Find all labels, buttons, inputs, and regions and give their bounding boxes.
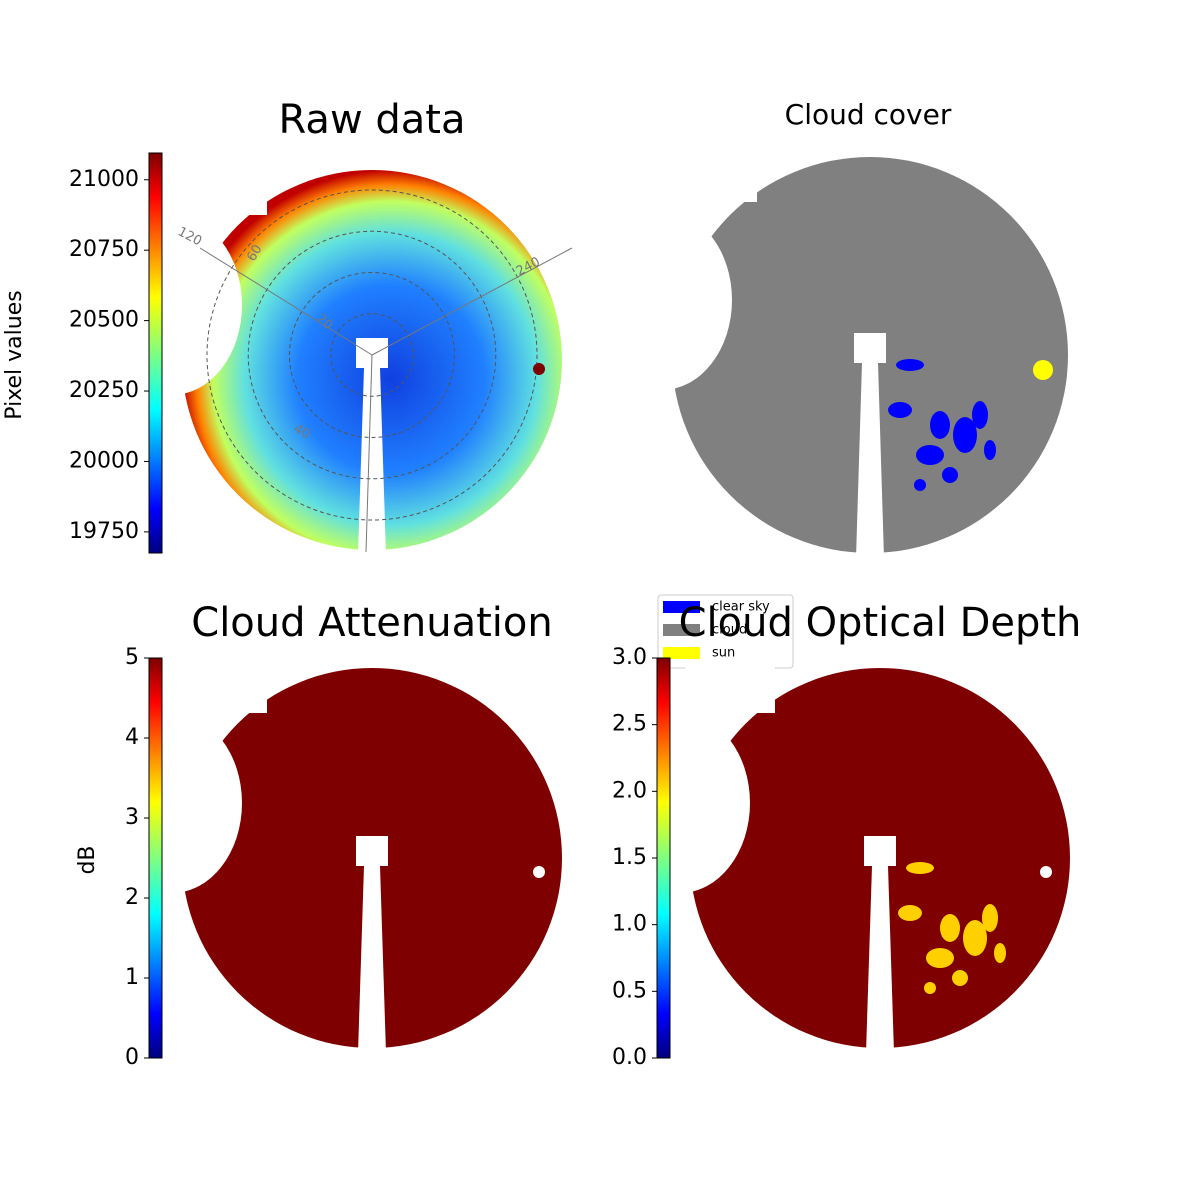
pole bbox=[856, 363, 884, 558]
legend-swatch bbox=[663, 624, 700, 636]
blob bbox=[916, 445, 944, 465]
mask-bite bbox=[592, 210, 732, 390]
polar-spoke bbox=[365, 354, 373, 553]
colorbar bbox=[656, 657, 671, 1059]
blob bbox=[952, 970, 968, 986]
sun bbox=[533, 866, 545, 878]
blob bbox=[940, 914, 960, 942]
blob bbox=[906, 862, 934, 874]
colorbar-tick-label: 0.0 bbox=[612, 1045, 647, 1070]
colorbar-tick-label: 21000 bbox=[69, 167, 139, 192]
colorbar-tick-label: 2.5 bbox=[612, 712, 647, 737]
colorbar-tick-label: 19750 bbox=[69, 519, 139, 544]
blob bbox=[982, 904, 998, 932]
blob bbox=[972, 401, 988, 429]
colorbar-tick-label: 5 bbox=[125, 645, 139, 670]
panel-title: Raw data bbox=[279, 97, 466, 143]
blob bbox=[914, 479, 926, 491]
legend-swatch bbox=[663, 647, 700, 659]
sky-image bbox=[102, 663, 562, 1053]
blob bbox=[924, 982, 936, 994]
mask-cap bbox=[177, 165, 267, 215]
mask-bite bbox=[610, 713, 750, 893]
colorbar-tick-label: 2.0 bbox=[612, 778, 647, 803]
colorbar-tick-label: 20500 bbox=[69, 308, 139, 333]
pole bbox=[358, 866, 386, 1053]
colorbar-tick-label: 3.0 bbox=[612, 645, 647, 670]
blob bbox=[942, 467, 958, 483]
blob bbox=[898, 905, 922, 921]
polar-spoke bbox=[371, 247, 573, 356]
panel-title: Cloud Attenuation bbox=[191, 600, 552, 646]
sky-image bbox=[610, 663, 1070, 1053]
polar-ring bbox=[330, 313, 414, 397]
polar-ring bbox=[247, 230, 497, 480]
colorbar-label: Pixel values bbox=[2, 290, 27, 419]
colorbar-tick-label: 4 bbox=[125, 725, 139, 750]
mask-bite bbox=[102, 215, 242, 395]
colorbar-tick-label: 20750 bbox=[69, 237, 139, 262]
colorbar-tick-label: 0 bbox=[125, 1045, 139, 1070]
sun bbox=[1040, 866, 1052, 878]
blob bbox=[994, 943, 1006, 963]
polar-spoke bbox=[199, 247, 373, 356]
mask-cap bbox=[667, 152, 757, 202]
polar-ring bbox=[206, 189, 538, 521]
colorbar bbox=[148, 152, 163, 554]
colorbar-tick-label: 3 bbox=[125, 805, 139, 830]
blob bbox=[896, 359, 924, 371]
pole bbox=[866, 866, 894, 1053]
pole bbox=[358, 368, 386, 555]
blob bbox=[888, 402, 912, 418]
colorbar-label: dB bbox=[75, 845, 100, 874]
colorbar-tick-label: 20000 bbox=[69, 448, 139, 473]
legend-swatch bbox=[663, 601, 700, 613]
sun bbox=[533, 363, 545, 375]
blob bbox=[953, 417, 977, 453]
colorbar-tick-label: 0.5 bbox=[612, 978, 647, 1003]
legend-label: sun bbox=[712, 646, 735, 661]
blob bbox=[984, 440, 996, 460]
panel-title: Cloud cover bbox=[785, 98, 952, 131]
blob bbox=[926, 948, 954, 968]
mask-cap bbox=[177, 663, 267, 713]
legend-label: cloud bbox=[712, 623, 747, 638]
colorbar bbox=[148, 657, 163, 1059]
sky-image bbox=[102, 165, 573, 555]
colorbar-tick-label: 20250 bbox=[69, 378, 139, 403]
mask-cap bbox=[685, 663, 775, 713]
legend-label: clear sky bbox=[712, 600, 770, 615]
polar-ring bbox=[289, 272, 455, 438]
pole-top bbox=[356, 836, 388, 866]
polar-label: 40 bbox=[291, 421, 313, 442]
colorbar-tick-label: 1.5 bbox=[612, 845, 647, 870]
blob bbox=[963, 920, 987, 956]
pole-top bbox=[864, 836, 896, 866]
sun bbox=[1033, 360, 1053, 380]
polar-label: 60 bbox=[244, 242, 265, 264]
blob bbox=[930, 411, 950, 439]
sky-image bbox=[592, 152, 1068, 558]
colorbar-tick-label: 1.0 bbox=[612, 912, 647, 937]
colorbar-tick-label: 2 bbox=[125, 885, 139, 910]
pole-top bbox=[854, 333, 886, 363]
panel-title: Cloud Optical Depth bbox=[679, 600, 1082, 646]
mask-bite bbox=[102, 713, 242, 893]
colorbar-tick-label: 1 bbox=[125, 965, 139, 990]
